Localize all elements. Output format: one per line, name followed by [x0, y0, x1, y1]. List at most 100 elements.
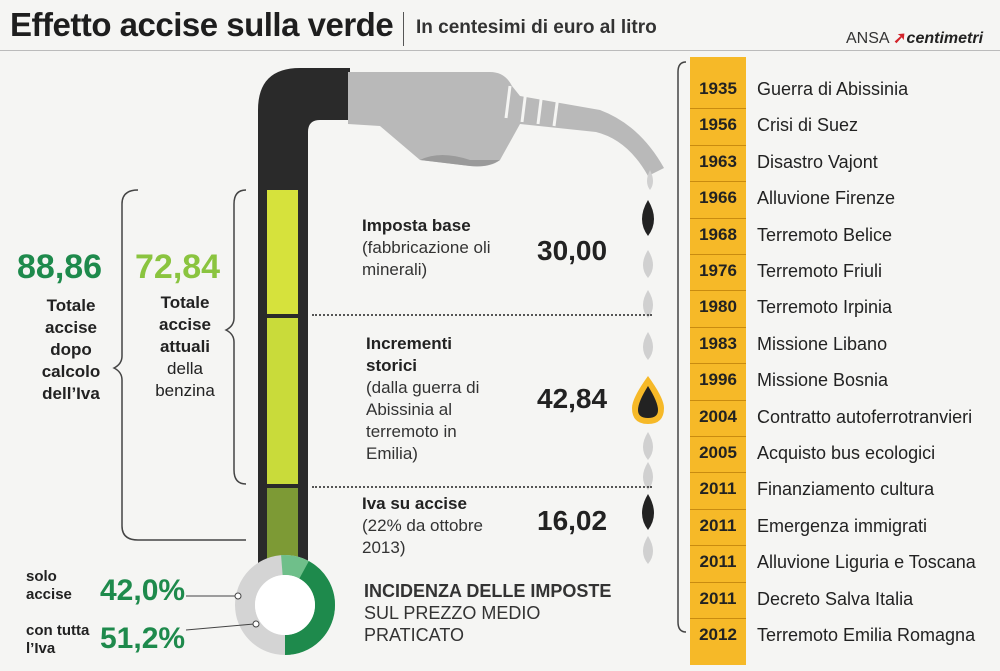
- timeline-year: 2011: [699, 515, 737, 535]
- segment-vat-bar: [267, 488, 298, 560]
- timeline-event: Crisi di Suez: [757, 115, 859, 136]
- title-divider: [403, 12, 404, 46]
- timeline-year: 2005: [699, 443, 737, 462]
- timeline-event: Missione Bosnia: [757, 370, 889, 391]
- timeline-year: 1963: [699, 151, 737, 171]
- segment-historic-text: Incrementi storici (dalla guerra di Abis…: [366, 333, 486, 465]
- page-subtitle: In centesimi di euro al litro: [416, 17, 657, 38]
- timeline-row: 1968 Terremoto Belice: [690, 217, 1000, 254]
- total-current-label: Totale accise attuali della benzina: [150, 292, 220, 402]
- timeline-event: Acquisto bus ecologici: [757, 443, 936, 463]
- total-current-label-rest: della benzina: [155, 359, 215, 400]
- nozzle-grip-lines: [504, 85, 560, 127]
- divider-2: [312, 486, 652, 488]
- timeline-separator: [690, 581, 746, 583]
- segment-historic-value: 42,84: [537, 383, 608, 414]
- segment-historic-bar: [267, 318, 298, 484]
- timeline-separator: [690, 618, 746, 619]
- timeline-year: 1956: [699, 115, 737, 135]
- header-rule: [0, 50, 1000, 51]
- timeline-separator: [690, 217, 746, 219]
- timeline-separator: [690, 144, 746, 146]
- timeline-event: Contratto autoferrotranvieri: [757, 406, 973, 427]
- timeline-separator: [690, 472, 746, 474]
- segment-vat-heading: Iva su accise: [362, 494, 467, 513]
- nozzle-icon: [348, 72, 664, 176]
- segment-vat-text: Iva su accise (22% da ottobre 2013): [362, 493, 492, 559]
- source-credit: ANSA ➚centimetri: [846, 28, 983, 48]
- timeline-row: 1996 Missione Bosnia: [690, 363, 1000, 399]
- incidence-line3: PRATICATO: [364, 625, 465, 645]
- timeline-row: 2011 Emergenza immigrati: [690, 508, 1000, 545]
- timeline-separator: [690, 108, 746, 110]
- timeline-event: Alluvione Firenze: [757, 188, 896, 209]
- timeline-year: 2004: [699, 406, 737, 426]
- timeline-separator: [690, 181, 746, 183]
- timeline-row: 1963 Disastro Vajont: [690, 144, 1000, 181]
- segment-base-value: 30,00: [537, 235, 608, 266]
- incidence-heading: INCIDENZA DELLE IMPOSTE: [364, 581, 612, 601]
- timeline-row: 1983 Missione Libano: [690, 326, 1000, 363]
- total-after-vat-label: Totale accise dopo calcolo dell’Iva: [41, 296, 101, 403]
- timeline-separator: [690, 290, 746, 292]
- timeline-bracket: [677, 61, 687, 633]
- timeline-year: 2011: [699, 552, 737, 572]
- timeline-year: 2012: [699, 625, 737, 644]
- full-leader: [185, 623, 255, 631]
- timeline-row: 1980 Terremoto Irpinia: [690, 290, 1000, 326]
- segment-base-bar: [267, 190, 298, 314]
- brace-current: [224, 189, 247, 485]
- full-vat-label: con tutta l’Iva: [26, 622, 90, 657]
- solo-leader-dot: [234, 592, 242, 600]
- incidence-caption: INCIDENZA DELLE IMPOSTE SUL PREZZO MEDIO…: [364, 580, 611, 646]
- segment-base-detail: (fabbricazione oli minerali): [362, 238, 491, 279]
- divider-1: [312, 314, 652, 316]
- total-current-label-bold: Totale accise attuali: [159, 293, 211, 356]
- fuel-drops: [632, 170, 664, 564]
- brace-after-vat: [112, 189, 246, 541]
- source-brand: centimetri: [906, 30, 984, 47]
- timeline-year: 1983: [699, 333, 737, 353]
- timeline-row: 1935 Guerra di Abissinia: [690, 72, 1000, 108]
- source-prefix: ANSA: [846, 30, 889, 47]
- timeline-separator: [690, 436, 746, 437]
- donut-solo-accise-arc: [235, 555, 335, 655]
- timeline-separator: [690, 254, 746, 255]
- timeline-separator: [690, 545, 746, 547]
- timeline-separator: [690, 363, 746, 365]
- timeline-year: 1968: [699, 224, 737, 244]
- timeline-separator: [690, 399, 746, 401]
- timeline-year: 1980: [699, 297, 737, 317]
- solo-accise-value: 42,0%: [100, 574, 186, 607]
- timeline-row: 1976 Terremoto Friuli: [690, 254, 1000, 290]
- timeline-event: Terremoto Emilia Romagna: [757, 625, 976, 645]
- timeline-year: 1976: [699, 261, 737, 280]
- timeline-separator: [690, 326, 746, 328]
- timeline-year: 2011: [699, 588, 737, 608]
- segment-historic-heading: Incrementi storici: [366, 334, 452, 375]
- timeline-event: Disastro Vajont: [757, 151, 878, 172]
- total-current-value: 72,84: [135, 248, 221, 286]
- timeline-event: Terremoto Friuli: [757, 261, 883, 281]
- timeline-year: 1996: [699, 370, 737, 390]
- solo-accise-label: solo accise: [26, 568, 72, 603]
- full-leader-dot: [252, 620, 260, 628]
- timeline-row: 2011 Finanziamento cultura: [690, 472, 1000, 508]
- timeline-event: Decreto Salva Italia: [757, 588, 914, 609]
- full-vat-value: 51,2%: [100, 622, 186, 655]
- timeline-row: 1956 Crisi di Suez: [690, 108, 1000, 144]
- donut-hole: [255, 575, 315, 635]
- segment-historic-detail: (dalla guerra di Abissinia al terremoto …: [366, 378, 480, 463]
- total-after-vat-value: 88,86: [17, 248, 103, 286]
- timeline-event: Terremoto Belice: [757, 224, 893, 245]
- timeline-year: 1935: [699, 79, 737, 98]
- timeline-event: Finanziamento cultura: [757, 479, 935, 500]
- timeline-row: 2011 Alluvione Liguria e Toscana: [690, 545, 1000, 581]
- brand-arrow-icon: ➚: [893, 30, 907, 47]
- segment-base-text: Imposta base (fabbricazione oli minerali…: [362, 215, 492, 281]
- timeline-event: Emergenza immigrati: [757, 515, 928, 536]
- segment-vat-detail: (22% da ottobre 2013): [362, 516, 483, 557]
- timeline-row: 2012 Terremoto Emilia Romagna: [690, 618, 1000, 654]
- timeline-row: 1966 Alluvione Firenze: [690, 181, 1000, 217]
